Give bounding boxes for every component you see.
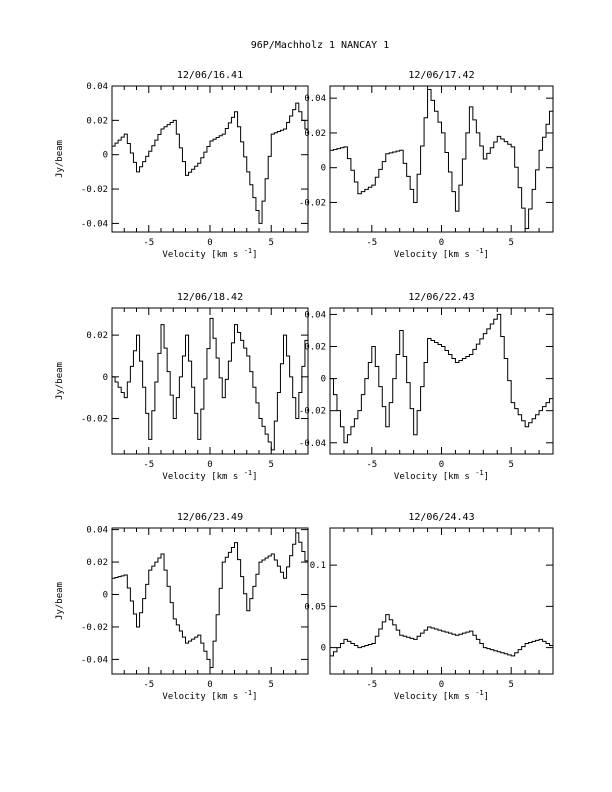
x-tick-label: -5 bbox=[366, 460, 377, 470]
x-tick-label: -5 bbox=[366, 238, 377, 248]
plot-frame bbox=[329, 85, 554, 233]
spectrum-panel: 12/06/22.43 -5 0 5 -0.04 -0.02 0 0.02 0.04 Veloci… bbox=[299, 292, 554, 482]
spectrum-panel: 12/06/16.41 -5 0 5 -0.04 -0.02 0 0.02 0.04 Veloci… bbox=[55, 70, 309, 260]
y-tick-label: -0.04 bbox=[81, 219, 108, 229]
y-tick-label: 0.1 bbox=[310, 561, 326, 571]
panel-title: 12/06/22.43 bbox=[408, 292, 474, 303]
page-title: 96P/Machholz 1 NANCAY 1 bbox=[251, 40, 389, 51]
y-tick-label: 0.05 bbox=[304, 602, 326, 612]
x-tick-label: 0 bbox=[439, 680, 444, 690]
x-tick-label: 5 bbox=[508, 238, 513, 248]
x-tick-label: 0 bbox=[439, 238, 444, 248]
spectrum-line bbox=[112, 317, 308, 451]
x-axis-label: Velocity [km s -1] bbox=[394, 247, 489, 260]
x-tick-label: -5 bbox=[366, 680, 377, 690]
panel-title: 12/06/24.43 bbox=[408, 512, 474, 523]
x-axis-label: Velocity [km s -1] bbox=[162, 469, 257, 482]
x-tick-label: 0 bbox=[207, 460, 212, 470]
spectrum-line bbox=[330, 88, 553, 230]
spectrum-line bbox=[112, 532, 308, 669]
spectrum-line bbox=[330, 313, 553, 444]
y-tick-label: 0.02 bbox=[304, 343, 326, 353]
x-tick-label: 5 bbox=[508, 680, 513, 690]
y-tick-label: 0 bbox=[103, 591, 108, 601]
spectrum-panel: 12/06/18.42 -5 0 5 -0.02 0 0.02 Velocity [km s … bbox=[55, 292, 309, 482]
y-tick-label: 0 bbox=[103, 373, 108, 383]
y-tick-label: -0.02 bbox=[81, 415, 108, 425]
y-tick-label: 0.04 bbox=[304, 310, 326, 320]
x-tick-label: 5 bbox=[269, 460, 274, 470]
spectrum-panel: 12/06/24.43 -5 0 5 0 0.05 0.1 Velocity [km s -1… bbox=[304, 512, 554, 702]
x-tick-label: 5 bbox=[269, 238, 274, 248]
plot-frame bbox=[111, 527, 309, 675]
y-tick-label: -0.02 bbox=[299, 407, 326, 417]
x-axis-label: Velocity [km s -1] bbox=[394, 689, 489, 702]
y-tick-label: 0 bbox=[321, 164, 326, 174]
y-tick-label: 0.02 bbox=[86, 116, 108, 126]
x-tick-label: 0 bbox=[207, 238, 212, 248]
x-tick-label: 5 bbox=[508, 460, 513, 470]
y-tick-label: 0.04 bbox=[86, 82, 108, 92]
x-axis-label: Velocity [km s -1] bbox=[162, 247, 257, 260]
y-axis-label: Jy/beam bbox=[55, 582, 65, 620]
x-tick-label: 0 bbox=[207, 680, 212, 690]
x-tick-label: -5 bbox=[143, 680, 154, 690]
panel-title: 12/06/23.49 bbox=[177, 512, 243, 523]
y-axis-label: Jy/beam bbox=[55, 362, 65, 400]
x-axis-label: Velocity [km s -1] bbox=[162, 689, 257, 702]
spectrum-panel: 12/06/17.42 -5 0 5 -0.02 0 0.02 0.04 Velocity [k… bbox=[299, 70, 554, 260]
y-axis-label: Jy/beam bbox=[55, 140, 65, 178]
x-tick-label: -5 bbox=[143, 460, 154, 470]
y-tick-label: 0.02 bbox=[86, 558, 108, 568]
y-tick-label: 0.04 bbox=[304, 94, 326, 104]
spectrum-panel: 12/06/23.49 -5 0 5 -0.04 -0.02 0 0.02 0.04 Veloci… bbox=[55, 512, 309, 702]
y-tick-label: -0.04 bbox=[81, 655, 108, 665]
x-tick-label: 5 bbox=[269, 680, 274, 690]
y-tick-label: -0.02 bbox=[81, 185, 108, 195]
x-tick-label: -5 bbox=[143, 238, 154, 248]
y-tick-label: 0.02 bbox=[304, 129, 326, 139]
panel-title: 12/06/18.42 bbox=[177, 292, 243, 303]
x-tick-label: 0 bbox=[439, 460, 444, 470]
spectrum-line bbox=[112, 102, 308, 224]
y-tick-label: 0 bbox=[321, 375, 326, 385]
x-axis-label: Velocity [km s -1] bbox=[394, 469, 489, 482]
panel-title: 12/06/16.41 bbox=[177, 70, 243, 81]
plot-frame bbox=[111, 85, 309, 233]
panel-title: 12/06/17.42 bbox=[408, 70, 474, 81]
y-tick-label: 0.04 bbox=[86, 526, 108, 536]
y-tick-label: -0.02 bbox=[299, 198, 326, 208]
spectrum-line bbox=[330, 614, 553, 657]
y-tick-label: -0.04 bbox=[299, 439, 326, 449]
plot-frame bbox=[329, 527, 554, 675]
y-tick-label: 0.02 bbox=[86, 331, 108, 341]
y-tick-label: -0.02 bbox=[81, 623, 108, 633]
y-tick-label: 0 bbox=[321, 644, 326, 654]
y-tick-label: 0 bbox=[103, 151, 108, 161]
plot-frame bbox=[329, 307, 554, 455]
